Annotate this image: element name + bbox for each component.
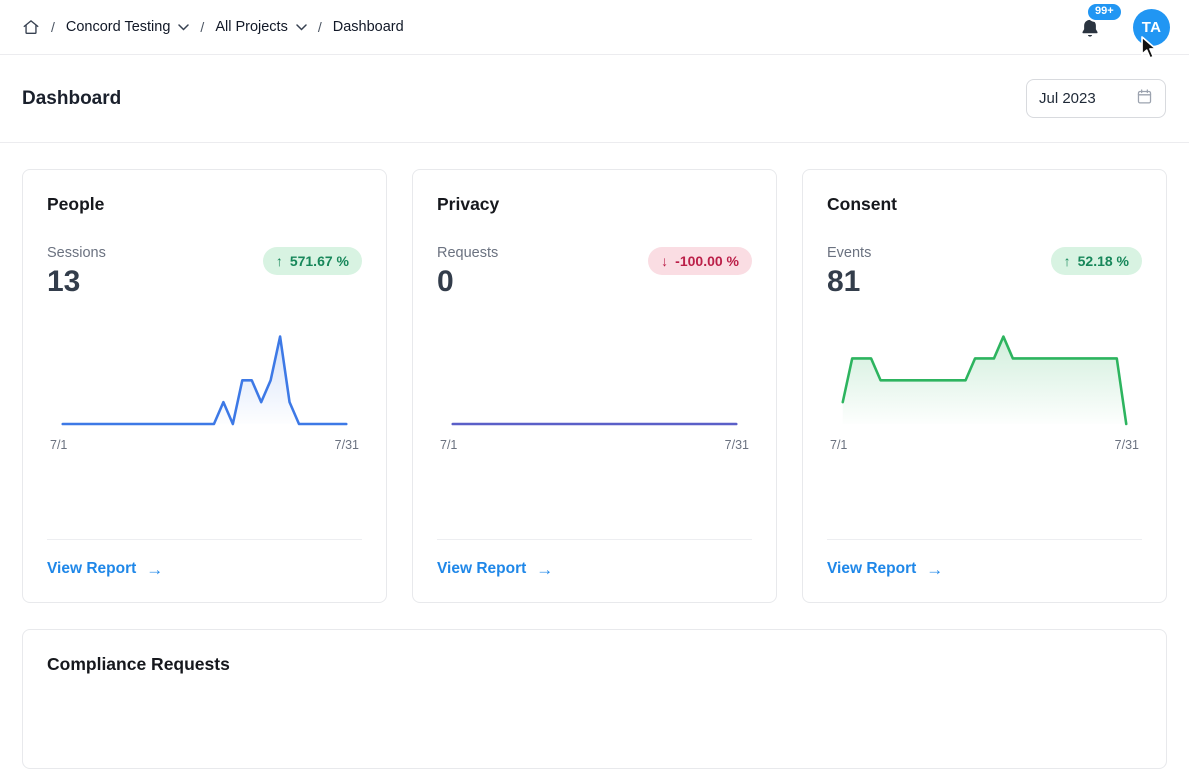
x-axis-start: 7/1 [440, 437, 458, 452]
breadcrumb-separator: / [51, 19, 55, 35]
x-axis-start: 7/1 [50, 437, 68, 452]
page-header: Dashboard Jul 2023 [0, 55, 1189, 143]
chart: 7/1 7/31 [47, 318, 362, 452]
x-axis-end: 7/31 [334, 437, 359, 452]
breadcrumb-item-dashboard[interactable]: Dashboard [333, 19, 404, 35]
arrow-right-icon: → [146, 559, 164, 579]
metric-value: 13 [47, 265, 81, 298]
card-privacy: Privacy Requests 0 ↓ -100.00 % 7/1 7/31 [412, 169, 777, 603]
change-badge: ↓ -100.00 % [648, 247, 752, 275]
avatar[interactable]: TA [1133, 8, 1170, 46]
breadcrumb-label: Concord Testing [65, 19, 171, 35]
view-report-label: View Report [827, 560, 917, 577]
calendar-icon [1136, 88, 1153, 109]
metric-row: Requests 0 ↓ -100.00 % [437, 245, 752, 298]
chart-x-axis: 7/1 7/31 [47, 438, 362, 452]
divider [827, 539, 1142, 540]
date-filter[interactable]: Jul 2023 [1026, 79, 1166, 118]
breadcrumb: / Concord Testing / All Projects / Dashb… [22, 18, 404, 36]
breadcrumb-label: Dashboard [332, 19, 404, 35]
chart-x-axis: 7/1 7/31 [827, 438, 1142, 452]
arrow-right-icon: → [926, 559, 944, 579]
breadcrumb-item-all-projects[interactable]: All Projects [215, 19, 307, 35]
chart-x-axis: 7/1 7/31 [437, 438, 752, 452]
view-report-label: View Report [437, 560, 527, 577]
card-footer: View Report → [827, 539, 1142, 578]
chart: 7/1 7/31 [437, 318, 752, 452]
metric-value: 0 [437, 265, 454, 298]
chart: 7/1 7/31 [827, 318, 1142, 452]
card-footer: View Report → [47, 539, 362, 578]
top-bar: / Concord Testing / All Projects / Dashb… [0, 0, 1189, 55]
breadcrumb-item-concord-testing[interactable]: Concord Testing [66, 19, 190, 35]
area-chart [841, 334, 1128, 425]
card-title: People [47, 194, 105, 214]
trend-arrow-icon: ↓ [661, 253, 669, 269]
card-footer: View Report → [437, 539, 752, 578]
x-axis-end: 7/31 [724, 437, 749, 452]
change-badge: ↑ 52.18 % [1050, 247, 1142, 275]
view-report-label: View Report [47, 560, 137, 577]
chevron-down-icon [178, 23, 190, 31]
card-people: People Sessions 13 ↑ 571.67 % 7/1 7/31 [22, 169, 387, 603]
card-title: Privacy [437, 194, 500, 214]
change-value: -100.00 % [675, 253, 739, 269]
view-report-link[interactable]: View Report → [437, 560, 553, 578]
metric-label: Events [827, 245, 872, 261]
chevron-down-icon [296, 23, 307, 31]
line-chart [451, 422, 738, 425]
section-title: Compliance Requests [47, 654, 230, 674]
notification-count-badge: 99+ [1086, 2, 1123, 22]
line-chart [61, 334, 348, 425]
x-axis-start: 7/1 [830, 437, 848, 452]
metric-cards-row: People Sessions 13 ↑ 571.67 % 7/1 7/31 [22, 169, 1167, 603]
metric-row: Sessions 13 ↑ 571.67 % [47, 245, 362, 298]
main-content: People Sessions 13 ↑ 571.67 % 7/1 7/31 [0, 143, 1189, 603]
breadcrumb-separator: / [317, 19, 322, 35]
change-value: 52.18 % [1077, 253, 1129, 269]
card-title: Consent [827, 194, 897, 214]
metric-label: Sessions [47, 245, 106, 261]
topbar-actions: 99+ TA [1079, 2, 1170, 46]
card-consent: Consent Events 81 ↑ 52.18 % 7/1 7/31 [802, 169, 1167, 603]
bell-icon [1082, 19, 1098, 37]
trend-arrow-icon: ↑ [275, 253, 283, 269]
notifications-button[interactable]: 99+ [1079, 2, 1123, 40]
breadcrumb-label: All Projects [215, 19, 288, 35]
view-report-link[interactable]: View Report → [47, 560, 163, 578]
metric-value: 81 [827, 265, 861, 298]
change-value: 571.67 % [289, 253, 349, 269]
trend-arrow-icon: ↑ [1063, 253, 1071, 269]
home-icon[interactable] [22, 18, 40, 36]
change-badge: ↑ 571.67 % [262, 247, 362, 275]
compliance-requests-card: Compliance Requests [22, 629, 1167, 769]
breadcrumb-separator: / [200, 19, 205, 35]
arrow-right-icon: → [536, 559, 554, 579]
page-title: Dashboard [22, 87, 122, 109]
metric-row: Events 81 ↑ 52.18 % [827, 245, 1142, 298]
metric-label: Requests [437, 245, 499, 261]
divider [47, 539, 362, 540]
view-report-link[interactable]: View Report → [827, 560, 943, 578]
x-axis-end: 7/31 [1114, 437, 1139, 452]
divider [437, 539, 752, 540]
date-filter-value: Jul 2023 [1039, 90, 1096, 107]
